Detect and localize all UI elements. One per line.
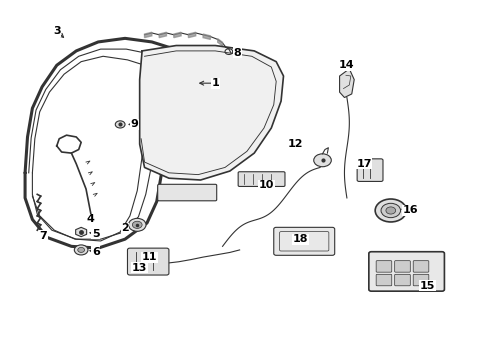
FancyBboxPatch shape bbox=[394, 274, 409, 286]
Circle shape bbox=[78, 247, 84, 252]
Text: 3: 3 bbox=[53, 26, 61, 36]
Circle shape bbox=[313, 154, 330, 167]
Polygon shape bbox=[188, 32, 195, 38]
Text: 1: 1 bbox=[211, 78, 219, 88]
Polygon shape bbox=[217, 39, 222, 46]
Polygon shape bbox=[144, 32, 152, 38]
FancyBboxPatch shape bbox=[375, 274, 391, 286]
Text: 5: 5 bbox=[92, 229, 100, 239]
Polygon shape bbox=[203, 34, 210, 40]
FancyBboxPatch shape bbox=[394, 261, 409, 272]
Text: 8: 8 bbox=[233, 48, 241, 58]
Circle shape bbox=[374, 199, 406, 222]
FancyBboxPatch shape bbox=[273, 227, 334, 255]
Polygon shape bbox=[159, 32, 166, 38]
Text: 10: 10 bbox=[258, 180, 274, 190]
Circle shape bbox=[74, 245, 88, 255]
Text: 2: 2 bbox=[121, 224, 129, 233]
FancyBboxPatch shape bbox=[412, 274, 428, 286]
Text: 18: 18 bbox=[292, 234, 308, 244]
Text: 9: 9 bbox=[131, 120, 139, 129]
Polygon shape bbox=[140, 45, 283, 180]
FancyBboxPatch shape bbox=[158, 184, 216, 201]
FancyBboxPatch shape bbox=[238, 172, 285, 186]
FancyBboxPatch shape bbox=[127, 248, 168, 275]
Circle shape bbox=[385, 207, 395, 214]
Text: 15: 15 bbox=[419, 281, 434, 291]
Circle shape bbox=[132, 221, 142, 228]
Polygon shape bbox=[173, 32, 181, 38]
Text: 16: 16 bbox=[402, 206, 417, 216]
Text: 12: 12 bbox=[287, 139, 303, 149]
FancyBboxPatch shape bbox=[368, 252, 444, 291]
Text: 6: 6 bbox=[92, 247, 100, 257]
Circle shape bbox=[115, 121, 125, 128]
Text: 14: 14 bbox=[338, 60, 354, 70]
Text: 7: 7 bbox=[40, 231, 47, 240]
Text: 11: 11 bbox=[142, 252, 157, 262]
FancyBboxPatch shape bbox=[356, 159, 382, 181]
FancyBboxPatch shape bbox=[375, 261, 391, 272]
Text: 13: 13 bbox=[132, 263, 147, 273]
Circle shape bbox=[380, 203, 400, 218]
FancyBboxPatch shape bbox=[412, 261, 428, 272]
Text: 4: 4 bbox=[87, 215, 95, 224]
Polygon shape bbox=[339, 69, 353, 98]
Circle shape bbox=[128, 219, 146, 231]
Text: 17: 17 bbox=[355, 159, 371, 169]
